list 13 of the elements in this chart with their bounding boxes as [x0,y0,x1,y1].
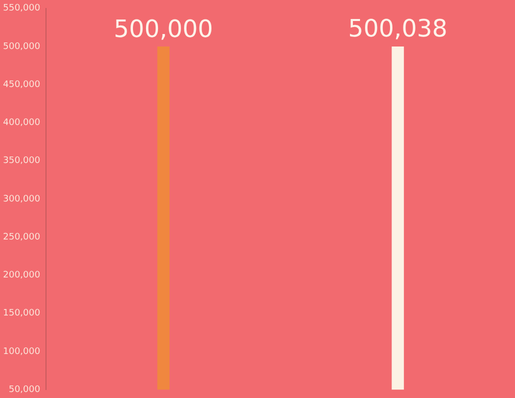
y-tick-label: 200,000 [3,270,40,281]
y-tick-label: 350,000 [3,156,40,166]
data-label: 500,038 [348,14,448,43]
y-tick-label: 250,000 [3,232,40,242]
y-tick-label: 50,000 [8,384,40,395]
y-tick-label: 400,000 [3,118,40,128]
y-tick-label: 100,000 [3,346,40,357]
y-tick-label: 300,000 [3,194,40,204]
data-label: 500,000 [114,14,214,43]
y-tick-label: 550,000 [3,4,40,14]
y-tick-label: 450,000 [3,80,40,90]
y-tick-label: 150,000 [3,308,40,319]
y-tick-label: 500,000 [3,42,40,52]
